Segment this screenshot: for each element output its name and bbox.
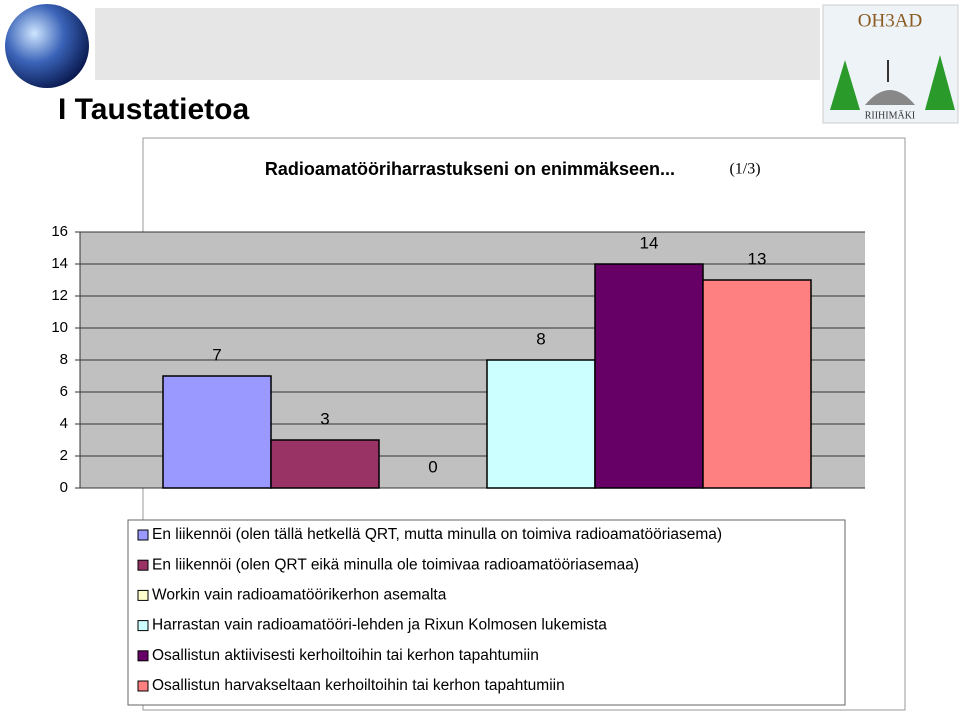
legend-swatch bbox=[137, 650, 149, 662]
y-tick-label: 0 bbox=[60, 479, 68, 496]
globe-logo bbox=[5, 4, 89, 88]
y-tick-label: 10 bbox=[51, 319, 68, 336]
y-tick-label: 12 bbox=[51, 287, 68, 304]
bar bbox=[702, 279, 812, 489]
legend-label: Osallistun aktiivisesti kerhoiltoihin ta… bbox=[152, 647, 539, 664]
town: RIIHIMÄKI bbox=[865, 109, 916, 121]
club-logo: OH3AD RIIHIMÄKI bbox=[822, 4, 959, 124]
slide-title: I Taustatietoa bbox=[58, 93, 249, 126]
value-label: 13 bbox=[748, 249, 767, 268]
bar bbox=[162, 375, 272, 489]
y-tick-label: 6 bbox=[60, 383, 68, 400]
legend-swatch bbox=[137, 620, 149, 632]
y-tick-label: 8 bbox=[60, 351, 68, 368]
bar bbox=[270, 439, 380, 489]
legend-swatch bbox=[137, 529, 149, 541]
legend-label: Harrastan vain radioamatööri-lehden ja R… bbox=[152, 617, 607, 634]
legend-label: Osallistun harvakseltaan kerhoiltoihin t… bbox=[152, 677, 565, 694]
legend bbox=[127, 519, 846, 706]
y-tick-label: 14 bbox=[51, 255, 68, 272]
banner bbox=[95, 8, 820, 80]
bar bbox=[594, 263, 704, 489]
legend-swatch bbox=[137, 589, 149, 601]
legend-swatch bbox=[137, 680, 149, 692]
chart-title: Radioamatööriharrastukseni on enimmäksee… bbox=[265, 159, 675, 179]
value-label: 3 bbox=[320, 409, 329, 428]
value-label: 7 bbox=[212, 345, 221, 364]
value-label: 14 bbox=[640, 233, 659, 252]
legend-label: En liikennöi (olen QRT eikä minulla ole … bbox=[152, 556, 639, 573]
y-tick-label: 4 bbox=[60, 415, 68, 432]
y-tick-label: 16 bbox=[51, 223, 68, 240]
legend-label: En liikennöi (olen tällä hetkellä QRT, m… bbox=[152, 526, 722, 543]
bar bbox=[486, 359, 596, 489]
value-label: 8 bbox=[536, 329, 545, 348]
value-label: 0 bbox=[428, 457, 437, 476]
chart-subtitle: (1/3) bbox=[729, 161, 760, 178]
legend-label: Workin vain radioamatöörikerhon asemalta bbox=[152, 586, 447, 603]
legend-swatch bbox=[137, 559, 149, 571]
callsign: OH3AD bbox=[858, 10, 922, 31]
y-tick-label: 2 bbox=[60, 447, 68, 464]
